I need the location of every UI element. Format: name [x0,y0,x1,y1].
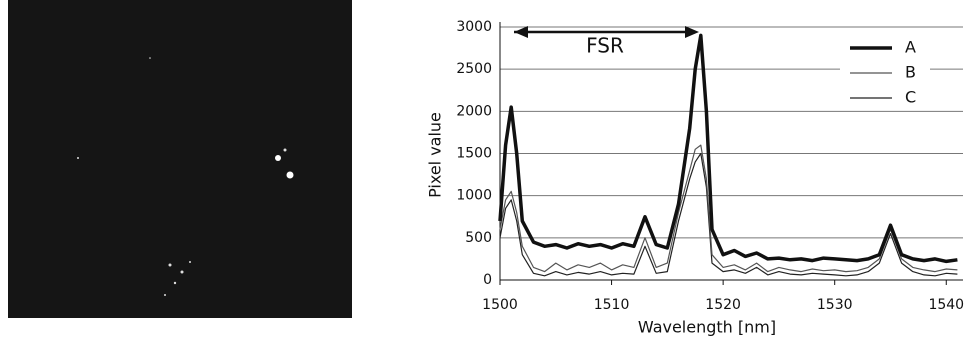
series-line [499,144,958,273]
series-line [499,152,958,277]
annotation: FSR [586,34,624,58]
y-tick-label: 0 [483,272,492,288]
x-tick-label: 1530 [817,297,853,313]
y-tick-label: 1500 [456,146,492,162]
arrow-head [514,26,528,38]
x-tick-label: 1540 [928,297,964,313]
camera-image [8,0,352,318]
y-axis-title: Pixel value [426,112,445,198]
y-tick-label: 2000 [456,103,492,119]
series-line [498,33,958,264]
x-tick-label: 1500 [482,297,518,313]
x-tick-label: 1520 [705,297,741,313]
y-tick-label: 1000 [456,188,492,204]
legend-label: A [905,38,916,57]
x-axis-title: Wavelength [nm] [638,318,776,337]
x-tick-label: 1510 [594,297,630,313]
arrow-head [685,26,699,38]
y-tick-label: 500 [465,230,492,246]
y-tick-label: 2500 [456,61,492,77]
image-spots [77,57,294,296]
y-tick-label: 3000 [456,19,492,35]
legend-label: C [905,88,916,107]
legend-label: B [905,63,916,82]
